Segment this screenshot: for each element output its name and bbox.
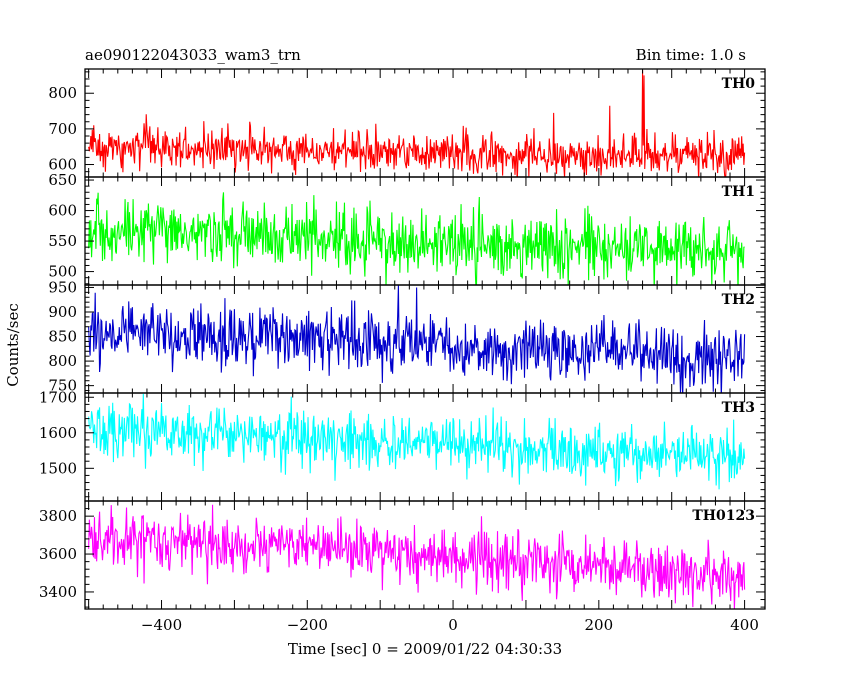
panel-th1: 500 550 600 650 TH1 (48, 171, 766, 286)
series-line-th0123 (88, 504, 746, 609)
y-tick-label: 1600 (39, 424, 77, 442)
y-tick-label: 800 (48, 84, 77, 102)
y-tick-label: 1700 (39, 388, 77, 406)
y-tick-label: 3800 (39, 507, 77, 525)
x-axis-label: Time [sec] 0 = 2009/01/22 04:30:33 (288, 640, 562, 658)
panel-th2: 750 800 850 900 950 TH2 (48, 278, 766, 395)
bin-time-label: Bin time: 1.0 s (636, 46, 746, 64)
chart-title: ae090122043033_wam3_trn (85, 46, 301, 64)
panel-label-th3: TH3 (722, 400, 755, 416)
y-tick-label: 700 (48, 120, 77, 138)
y-tick-label: 1500 (39, 459, 77, 477)
y-tick-label: 500 (48, 263, 77, 281)
y-tick-label: 800 (48, 352, 77, 370)
panel-label-th2: TH2 (722, 292, 755, 308)
series-line-th1 (88, 192, 745, 285)
y-tick-label: 750 (48, 377, 77, 395)
x-tick-label: 0 (448, 616, 458, 634)
panel-label-th1: TH1 (722, 184, 755, 200)
x-tick-label: 200 (585, 616, 614, 634)
panel-frame (84, 392, 766, 502)
x-axis: −400 −200 0 200 400 (141, 616, 759, 634)
series-line-th2 (88, 285, 746, 393)
y-tick-label: 550 (48, 232, 77, 250)
y-axis-label: Counts/sec (4, 303, 22, 387)
y-tick-label: 600 (48, 156, 77, 174)
series-line-th3 (88, 393, 746, 490)
y-tick-label: 850 (48, 328, 77, 346)
panel-label-th0123: TH0123 (692, 508, 755, 524)
y-tick-label: 3600 (39, 545, 77, 563)
y-tick-label: 900 (48, 303, 77, 321)
series-line-th0 (88, 70, 746, 177)
panel-label-th0: TH0 (722, 76, 756, 92)
x-tick-label: 400 (730, 616, 759, 634)
y-tick-label: 600 (48, 202, 77, 220)
y-tick-label: 3400 (39, 583, 77, 601)
panel-th0: 600 700 800 TH0 (48, 68, 766, 178)
panel-th0123: 3400 3600 3800 TH0123 (39, 500, 766, 610)
panel-frame (84, 500, 766, 610)
x-tick-label: −200 (287, 616, 328, 634)
y-tick-label: 650 (48, 171, 77, 189)
panels: 600700800TH0500550600650TH17508008509009… (39, 68, 766, 610)
y-tick-label: 950 (48, 278, 77, 296)
x-tick-label: −400 (141, 616, 182, 634)
panel-th3: 1500 1600 1700 TH3 (39, 388, 766, 502)
